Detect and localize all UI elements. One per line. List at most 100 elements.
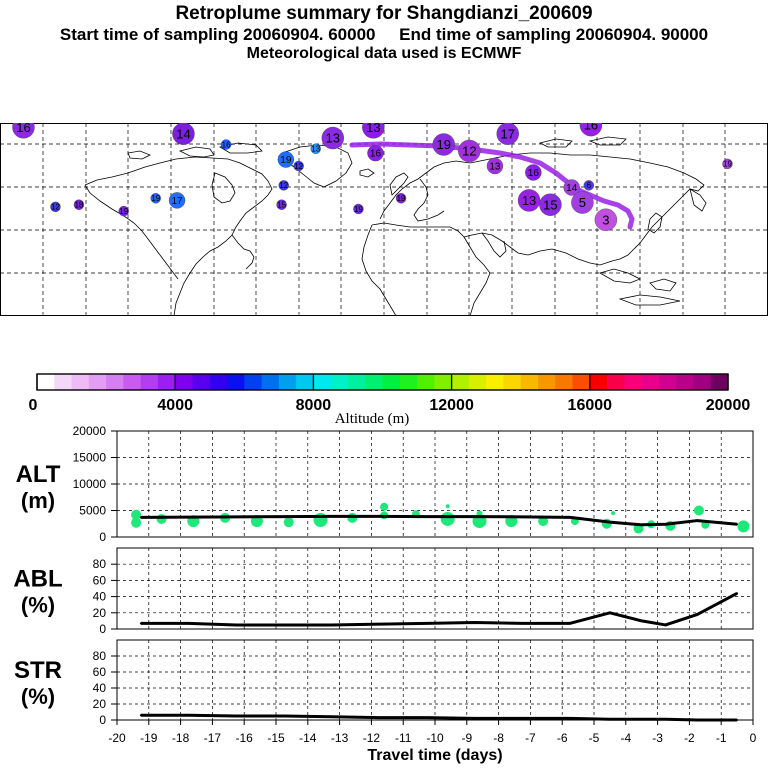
alt-data-point — [235, 515, 238, 518]
x-tick-label: -3 — [652, 731, 663, 745]
colorbar-swatch — [123, 374, 142, 390]
alt-data-point — [664, 523, 667, 526]
x-tick-label: -1 — [716, 731, 727, 745]
retroplume-path — [349, 141, 635, 230]
colorbar-swatch — [261, 374, 280, 390]
sampling-time-line: Start time of sampling 20060904. 60000 E… — [59, 25, 709, 44]
colorbar-swatch — [589, 374, 608, 390]
plume-marker-label: 16 — [370, 149, 382, 160]
plume-marker-label: 19 — [723, 160, 732, 169]
str-data-point — [378, 716, 381, 719]
x-tick-label: -9 — [461, 731, 472, 745]
x-tick-label: -16 — [236, 731, 254, 745]
y-axis-unit: (m) — [21, 488, 55, 513]
plume-marker — [594, 208, 618, 231]
x-tick-label: -5 — [589, 731, 600, 745]
plume-marker — [278, 180, 289, 191]
altitude-point — [737, 520, 750, 533]
plume-marker-label: 12 — [51, 203, 60, 212]
plume-centroids: 16 14 13 13 19 16 13 12 16 19 17 16 12 13 16 14 13 15 5 3 6 1… — [12, 123, 733, 231]
altitude-point — [347, 512, 358, 523]
colorbar-swatch — [382, 374, 401, 390]
colorbar-swatch — [296, 374, 314, 390]
str-data-point — [696, 719, 699, 721]
str-data-point — [664, 718, 667, 721]
y-axis-unit: (%) — [21, 593, 55, 618]
str-data-point — [608, 718, 611, 721]
x-tick-label: -2 — [684, 731, 695, 745]
colorbar-swatch — [641, 374, 660, 390]
colorbar-swatch — [434, 374, 453, 390]
plume-marker-label: 12 — [462, 144, 476, 159]
plume-marker-label: 13 — [326, 131, 340, 146]
str-data-point — [473, 717, 476, 720]
alt-data-point — [139, 516, 142, 519]
colorbar-swatch — [88, 374, 107, 390]
plume-marker — [362, 123, 385, 139]
plume-marker — [525, 164, 542, 181]
plume-marker — [583, 180, 594, 191]
plume-marker-label: 13 — [489, 162, 501, 173]
y-tick-label: 0 — [99, 530, 106, 544]
y-tick-label: 20000 — [73, 424, 107, 438]
plume-marker-label: 3 — [602, 212, 609, 227]
y-tick-label: 60 — [93, 573, 107, 587]
colorbar-swatch — [106, 374, 124, 390]
abl-data-point — [378, 623, 381, 626]
retroplume-map: 16 14 13 13 19 16 13 12 16 19 17 16 12 13 16 14 13 15 5 3 6 1… — [0, 123, 768, 316]
y-tick-label: 10000 — [73, 477, 107, 491]
colorbar-swatch — [503, 374, 522, 390]
str-data-point — [569, 717, 572, 720]
abl-data-point — [187, 622, 190, 625]
str-data-point — [426, 716, 429, 719]
colorbar-tick-label: 16000 — [568, 397, 613, 414]
abl-data-point — [736, 592, 739, 595]
plume-marker-label: 15 — [543, 197, 557, 212]
colorbar-swatch — [468, 374, 487, 390]
x-tick-label: -13 — [331, 731, 349, 745]
altitude-point — [693, 505, 704, 516]
x-tick-label: -11 — [395, 731, 412, 745]
abl-data-point — [608, 611, 611, 614]
colorbar-swatch — [693, 374, 712, 390]
colorbar-swatch — [209, 374, 228, 390]
plume-marker — [50, 201, 61, 213]
alt-data-point — [330, 515, 333, 518]
abl-data-point — [473, 621, 476, 624]
plume-marker-label: 16 — [16, 123, 30, 135]
x-tick-label: -8 — [493, 731, 504, 745]
str-series-line — [140, 713, 738, 722]
x-tick-label: -18 — [172, 731, 190, 745]
y-tick-label: 40 — [93, 590, 107, 604]
x-tick-label: -12 — [363, 731, 381, 745]
plume-marker-label: 5 — [579, 195, 586, 210]
colorbar-swatch — [278, 374, 297, 390]
plume-marker-label: 16 — [584, 123, 598, 133]
alt-data-point — [696, 519, 699, 522]
altitude-point — [440, 511, 455, 526]
plume-marker — [496, 123, 519, 145]
x-tick-label: -6 — [557, 731, 568, 745]
colorbar-swatch — [330, 374, 349, 390]
plume-marker — [539, 193, 562, 216]
str-data-point — [139, 714, 142, 717]
y-tick-label: 5000 — [79, 504, 106, 518]
abl-data-point — [521, 622, 524, 625]
colorbar-swatch — [624, 374, 643, 390]
plume-marker — [220, 139, 232, 150]
plume-marker-label: 15 — [277, 201, 286, 210]
colorbar-swatch — [572, 374, 591, 390]
alt-data-point — [473, 515, 476, 518]
colorbar-swatch — [607, 374, 625, 390]
y-tick-label: 0 — [99, 713, 106, 727]
panel-frame — [116, 547, 754, 630]
colorbar-tick-label: 20000 — [706, 397, 751, 414]
alt-data-point — [187, 516, 190, 519]
plume-marker-label: 18 — [74, 201, 83, 210]
alt-data-point — [608, 521, 611, 524]
altitude-point — [156, 513, 167, 524]
altitude-point — [283, 517, 294, 528]
colorbar-swatch — [710, 374, 729, 390]
colorbar-tick-label: 4000 — [157, 397, 193, 414]
abl-data-point — [282, 623, 285, 626]
